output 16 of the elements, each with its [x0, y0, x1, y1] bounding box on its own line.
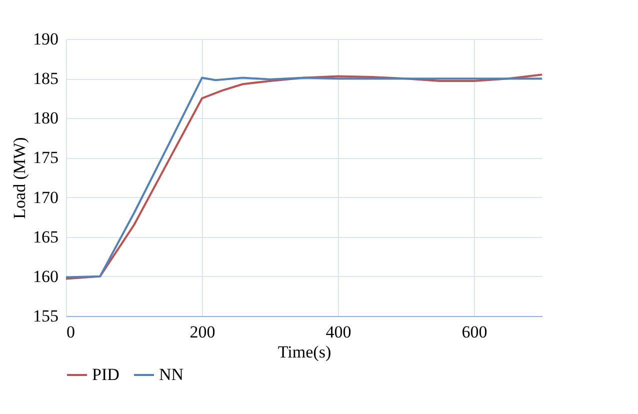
x-axis-title: Time(s): [278, 342, 332, 362]
y-tick-label: 175: [33, 148, 58, 168]
y-tick-label: 180: [33, 108, 58, 128]
x-tick-label: 400: [326, 322, 352, 342]
y-tick-label: 185: [33, 69, 58, 88]
y-tick-label: 160: [33, 266, 58, 286]
y-tick-label: 190: [33, 30, 58, 48]
legend-label: NN: [159, 365, 184, 384]
x-tick-label: 0: [66, 322, 75, 342]
legend-label: PID: [92, 365, 120, 384]
y-tick-label: 165: [33, 227, 58, 246]
y-axis-title: Load (MW): [10, 137, 29, 219]
x-tick-label: 200: [190, 322, 216, 342]
y-tick-label: 155: [33, 306, 58, 326]
y-tick-label: 170: [33, 188, 58, 207]
x-tick-label: 600: [462, 322, 488, 342]
